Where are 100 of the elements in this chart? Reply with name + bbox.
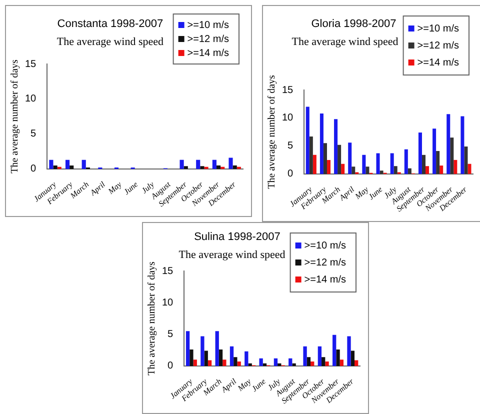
bar (215, 331, 219, 366)
bar (394, 166, 398, 174)
bar (53, 165, 58, 169)
y-tick-label: 5 (288, 140, 294, 152)
bar (338, 144, 342, 174)
bar (303, 346, 307, 366)
bar (454, 160, 458, 174)
legend-label: >=10 m/s (417, 23, 460, 34)
y-tick-label: 10 (162, 297, 174, 308)
bar (312, 154, 316, 174)
bar (366, 166, 370, 174)
bar (262, 363, 267, 366)
bar (460, 116, 464, 174)
y-tick-label: 15 (162, 266, 174, 277)
y-axis-title: The average number of days (266, 74, 278, 189)
bar (180, 160, 184, 169)
y-tick-label: 0 (30, 164, 37, 175)
legend-label: >=14 m/s (304, 274, 346, 286)
bar (348, 142, 352, 174)
bar (244, 351, 248, 366)
y-axis-title: The average number of days (146, 261, 158, 376)
bar (446, 114, 450, 174)
bar (426, 166, 430, 174)
bar (190, 349, 194, 366)
bar (440, 166, 444, 174)
chart-title: Gloria 1998-2007 (311, 18, 396, 30)
bar (278, 363, 282, 366)
legend-label: >=14 m/s (187, 48, 230, 59)
bar (309, 136, 313, 174)
bar (49, 160, 54, 169)
bar (212, 160, 216, 169)
bar (347, 336, 351, 366)
y-tick-label: 10 (25, 94, 37, 105)
bar (325, 362, 329, 366)
y-tick-label: 15 (25, 58, 37, 70)
bar (404, 149, 408, 174)
chart-title: Constanta 1998-2007 (57, 18, 164, 30)
bar (70, 165, 74, 169)
bar (288, 358, 292, 366)
bar (200, 336, 204, 366)
bar (310, 362, 314, 366)
bar (204, 350, 208, 366)
bar (436, 151, 440, 174)
bar (82, 160, 86, 169)
y-tick-label: 10 (282, 112, 294, 124)
bar (193, 360, 197, 366)
legend-label: >=12 m/s (187, 34, 230, 45)
bar (186, 331, 190, 366)
y-tick-label: 0 (288, 168, 294, 180)
bar (390, 153, 394, 174)
chart-subtitle: The average wind speed (292, 36, 399, 48)
bar (380, 170, 384, 174)
bar (228, 158, 233, 169)
bar (422, 154, 426, 174)
legend-label: >=14 m/s (417, 57, 460, 68)
y-tick-label: 15 (282, 84, 294, 96)
bar (237, 362, 241, 366)
bar (318, 346, 322, 366)
chart-subtitle: The average wind speed (178, 248, 286, 261)
bar (340, 360, 344, 366)
bar (65, 160, 70, 169)
bar (336, 349, 340, 366)
legend-label: >=12 m/s (417, 40, 460, 52)
y-tick-label: 5 (168, 329, 174, 340)
bar (230, 346, 234, 366)
bar (292, 363, 296, 366)
bar (259, 358, 263, 366)
bar (218, 349, 223, 366)
y-tick-label: 0 (168, 360, 174, 372)
bar (306, 106, 310, 174)
bar (408, 168, 412, 174)
y-tick-label: 5 (30, 128, 37, 140)
legend-label: >=10 m/s (187, 20, 230, 31)
bar (332, 334, 336, 366)
legend-label: >=10 m/s (304, 240, 346, 252)
bar (222, 360, 226, 366)
bar (216, 165, 221, 169)
bar (326, 160, 331, 174)
bar (320, 114, 324, 174)
bar (334, 119, 338, 174)
bar (323, 143, 327, 174)
bar (208, 360, 212, 366)
x-tick-label: May (106, 180, 124, 197)
bar (232, 165, 237, 169)
bar (432, 128, 436, 174)
bar (464, 146, 468, 174)
bar (354, 360, 358, 366)
bar (352, 166, 356, 174)
x-tick-label: June (122, 180, 140, 196)
bar (341, 164, 345, 174)
bar (418, 132, 422, 174)
chart-title: Sulina 1998-2007 (194, 231, 280, 244)
bar (200, 166, 204, 169)
bar (274, 358, 278, 366)
bar (196, 160, 200, 169)
bar (350, 350, 355, 366)
legend-label: >=12 m/s (304, 257, 346, 268)
bar (322, 357, 326, 366)
bar (376, 153, 380, 174)
bar (362, 154, 366, 174)
